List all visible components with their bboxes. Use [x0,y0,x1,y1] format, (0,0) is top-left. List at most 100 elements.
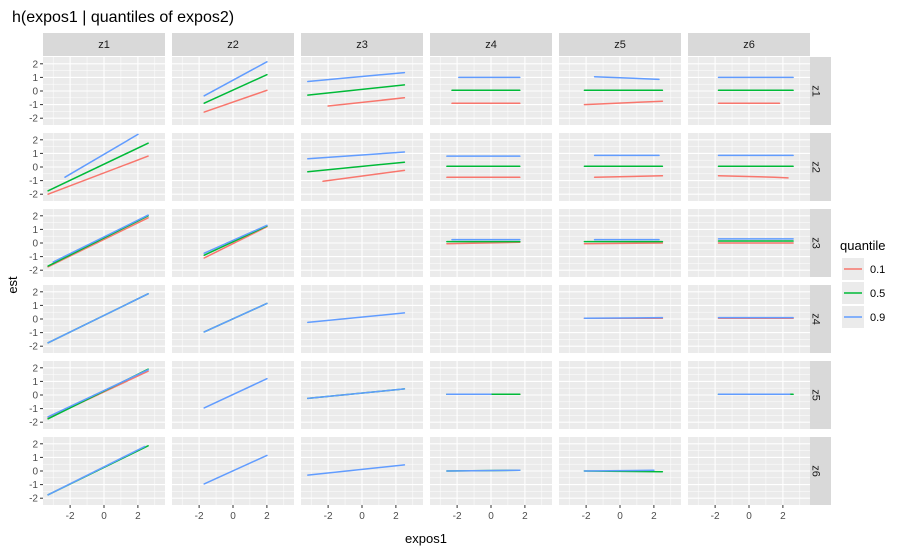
y-tick-label: -1 [29,480,38,491]
facet-panel [430,133,552,201]
y-tick-label: 2 [32,135,38,146]
facet-panel [301,57,423,125]
row-strip [808,209,831,277]
legend-label: 0.1 [870,264,885,276]
y-tick-label: 1 [32,377,38,388]
series-line-q01 [583,242,664,245]
row-strip-label: z5 [810,389,822,401]
x-tick-label: -2 [582,511,591,522]
facet-panel [301,361,423,429]
x-tick-label: 2 [780,511,786,522]
y-tick-label: 2 [32,439,38,450]
y-tick-label: 0 [32,315,38,326]
x-tick-label: 2 [393,511,399,522]
facet-panel [301,285,423,353]
column-strip-label: z5 [614,39,626,51]
row-strip-label: z3 [810,237,822,249]
x-tick-label: 0 [746,511,752,522]
facet-panel [301,209,423,277]
series-line-q09 [307,464,406,476]
series-line-q01 [47,217,149,268]
series-line-q05 [47,142,149,192]
y-tick-label: 1 [32,453,38,464]
series-line-q01 [327,97,406,107]
column-strip [172,33,294,56]
series-line-q09 [47,445,146,496]
series-line-q01 [593,175,664,178]
legend-label: 0.5 [870,288,885,300]
x-tick-label: 0 [359,511,365,522]
series-line-q09 [203,61,268,97]
series-line-q05 [203,73,268,104]
y-tick-label: -2 [29,342,38,353]
y-tick-label: -1 [29,404,38,415]
y-tick-label: -2 [29,190,38,201]
series-line-q09 [47,369,149,418]
series-line-q09 [47,293,149,344]
series-line-q09 [203,377,268,409]
series-line-q09 [446,469,521,472]
series-line-q09 [52,214,149,263]
y-tick-label: -1 [29,328,38,339]
facet-panels: z1 z2 z3 z4 z5 z6 z1 z2 z3 z4 z5 z6 -2 -1 0 1 2 -2 -1 0 1 2 -2… [29,33,831,522]
y-tick-label: 0 [32,87,38,98]
y-tick-label: -2 [29,418,38,429]
y-tick-label: -1 [29,176,38,187]
row-strip-label: z6 [810,465,822,477]
series-line-q01 [47,155,149,195]
series-line-q01 [203,225,268,259]
y-tick-label: 0 [32,163,38,174]
x-tick-label: -2 [711,511,720,522]
series-line-q09 [593,75,660,81]
x-tick-label: 0 [488,511,494,522]
facet-panel [172,437,294,505]
y-tick-label: 0 [32,467,38,478]
x-tick-label: -2 [453,511,462,522]
facet-panel [430,285,552,353]
series-line-q01 [322,169,406,183]
series-line-q09 [307,151,406,160]
y-tick-label: 1 [32,73,38,84]
series-line-q01 [203,89,268,113]
y-tick-label: -1 [29,252,38,263]
x-tick-label: -2 [195,511,204,522]
series-line-q09 [203,224,268,254]
legend-label: 0.9 [870,312,885,324]
series-line-q09 [307,71,406,83]
row-strip [808,285,831,353]
x-tick-label: 0 [617,511,623,522]
chart-title: h(expos1 | quantiles of expos2) [12,9,234,26]
row-strip [808,361,831,429]
y-axis-title: est [5,276,20,294]
column-strip [301,33,423,56]
x-axis-title: expos1 [405,531,447,546]
y-tick-label: 2 [32,211,38,222]
y-tick-label: -2 [29,114,38,125]
column-strip [559,33,681,56]
column-strip-label: z3 [356,39,368,51]
y-tick-label: 1 [32,149,38,160]
series-line-q01 [446,241,521,245]
x-tick-label: -2 [66,511,75,522]
series-line-q05 [47,215,149,267]
column-strip [43,33,165,56]
facet-panel [43,285,165,353]
series-line-q09 [307,312,406,324]
x-tick-label: 0 [101,511,107,522]
row-strip [808,133,831,201]
x-tick-label: 2 [135,511,141,522]
series-line-q05 [307,84,406,96]
x-tick-label: -2 [324,511,333,522]
column-strip-label: z1 [98,39,110,51]
column-strip [688,33,810,56]
y-tick-label: -2 [29,494,38,505]
column-strip [430,33,552,56]
y-tick-label: 2 [32,363,38,374]
x-tick-label: 0 [230,511,236,522]
y-tick-label: 2 [32,287,38,298]
series-line-q01 [717,175,789,179]
row-strip-label: z1 [810,85,822,97]
facet-panel [172,57,294,125]
series-line-q09 [64,133,139,178]
